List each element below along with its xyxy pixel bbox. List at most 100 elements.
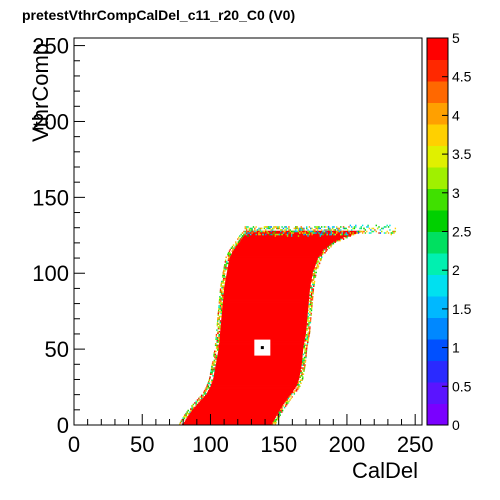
heatmap-cell xyxy=(265,233,267,236)
heatmap-cell xyxy=(232,247,234,249)
heatmap-cell xyxy=(217,327,220,330)
heatmap-cell xyxy=(293,227,296,230)
heatmap-cell xyxy=(305,350,308,353)
heatmap-cell xyxy=(318,262,321,265)
heatmap-cell xyxy=(211,367,213,369)
heatmap-cell xyxy=(306,226,308,228)
heatmap-cell xyxy=(218,335,220,337)
heatmap-cell xyxy=(284,403,287,406)
heatmap-cell xyxy=(190,408,192,410)
heatmap-cell xyxy=(277,412,279,415)
heatmap-cell xyxy=(228,253,230,256)
heatmap-cell xyxy=(286,403,288,406)
heatmap-cell xyxy=(248,227,251,230)
x-axis-label: CalDel xyxy=(352,458,418,483)
heatmap-cell xyxy=(309,291,312,293)
heatmap-cell xyxy=(299,376,301,378)
heatmap-cell xyxy=(359,227,361,230)
heatmap-cell xyxy=(327,227,330,230)
heatmap-cell xyxy=(292,391,294,394)
heatmap-cell xyxy=(325,226,327,228)
heatmap-cell xyxy=(306,335,309,337)
heatmap-cell xyxy=(288,400,290,403)
heatmap-cell xyxy=(191,405,193,407)
heatmap-cell xyxy=(288,396,291,398)
heatmap-cell xyxy=(286,400,289,403)
heatmap-cell xyxy=(285,229,287,231)
heatmap-cell xyxy=(361,230,364,233)
plot-frame xyxy=(73,37,423,426)
heatmap-cell xyxy=(214,364,216,366)
heatmap-cell xyxy=(312,279,315,281)
color-scale-band xyxy=(427,210,448,232)
heatmap-cell xyxy=(290,393,293,395)
heatmap-cell xyxy=(222,292,224,295)
heatmap-cell xyxy=(311,230,313,233)
heatmap-cell xyxy=(297,382,299,385)
heatmap-cell xyxy=(229,253,232,256)
heatmap-cell xyxy=(287,397,290,400)
heatmap-cell xyxy=(296,387,299,389)
heatmap-cell xyxy=(262,230,264,233)
heatmap-cell xyxy=(258,227,260,230)
heatmap-cell xyxy=(244,233,246,236)
heatmap-cell xyxy=(195,400,197,403)
heatmap-cell xyxy=(333,229,335,231)
heatmap-cell xyxy=(267,227,270,230)
heatmap-cell xyxy=(385,232,387,234)
heatmap-cell xyxy=(221,285,224,287)
heatmap-cell xyxy=(219,335,306,338)
heatmap-cell xyxy=(310,314,312,316)
heatmap-cell xyxy=(216,346,218,348)
heatmap-cell xyxy=(241,235,244,237)
heatmap-cell xyxy=(306,227,308,230)
heatmap-cell xyxy=(217,347,219,350)
heatmap-cell xyxy=(220,309,223,312)
heatmap-cell xyxy=(360,230,362,233)
heatmap-cell xyxy=(225,277,312,280)
heatmap-cell xyxy=(307,333,309,336)
heatmap-cell xyxy=(302,361,304,363)
heatmap-cell xyxy=(260,227,263,230)
heatmap-cell xyxy=(296,230,298,233)
heatmap-cell xyxy=(245,227,248,230)
heatmap-cell xyxy=(349,224,352,227)
heatmap-cell xyxy=(228,250,231,252)
heatmap-cell xyxy=(339,239,341,242)
heatmap-cell xyxy=(248,230,251,233)
heatmap-cell xyxy=(318,226,320,228)
heatmap-cell xyxy=(211,384,297,386)
heatmap-cell xyxy=(220,312,222,315)
heatmap-cell xyxy=(250,229,252,231)
heatmap-cell xyxy=(245,226,248,228)
heatmap-cell xyxy=(308,233,311,236)
heatmap-cell xyxy=(214,353,217,356)
heatmap-cell xyxy=(209,384,212,386)
heatmap-cell xyxy=(288,227,290,230)
heatmap-cell xyxy=(306,347,308,350)
heatmap-cell xyxy=(270,226,272,228)
heatmap-cell xyxy=(323,229,326,231)
heatmap-cell xyxy=(323,248,326,251)
heatmap-cell xyxy=(306,336,308,339)
heatmap-cell xyxy=(222,286,225,289)
heatmap-cell xyxy=(308,324,310,327)
heatmap-cell xyxy=(352,227,354,230)
heatmap-cell xyxy=(196,403,284,406)
heatmap-cell xyxy=(321,251,323,254)
heatmap-cell xyxy=(306,327,308,330)
heatmap-cell xyxy=(211,362,214,365)
heatmap-cell xyxy=(315,271,317,274)
heatmap-cell xyxy=(263,226,266,228)
heatmap-cell xyxy=(312,229,315,231)
heatmap-cell xyxy=(244,233,352,236)
heatmap-cell xyxy=(313,273,316,275)
heatmap-cell xyxy=(218,338,220,341)
masked-pixel-center xyxy=(260,346,264,350)
heatmap-cell xyxy=(367,224,369,227)
heatmap-cell xyxy=(223,276,225,278)
heatmap-cell xyxy=(307,327,310,330)
heatmap-cell xyxy=(224,283,311,286)
heatmap-cell xyxy=(302,373,305,375)
heatmap-cell xyxy=(295,227,297,230)
